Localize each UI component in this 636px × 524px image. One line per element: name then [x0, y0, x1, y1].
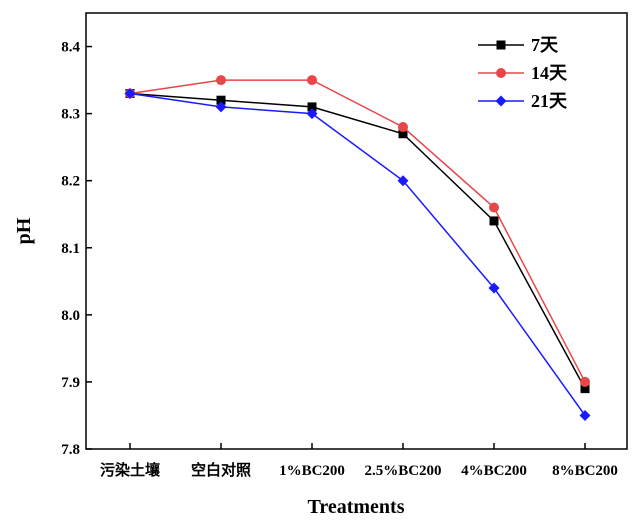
legend-item: 21天 — [478, 91, 568, 111]
data-point — [306, 108, 318, 120]
legend-marker — [495, 95, 507, 107]
data-point — [307, 102, 317, 112]
data-point — [216, 95, 226, 105]
data-point — [489, 202, 499, 213]
data-point — [397, 175, 409, 187]
legend-label: 21天 — [531, 91, 568, 111]
plot-frame — [85, 12, 628, 450]
series-1 — [125, 75, 590, 387]
data-point — [124, 87, 136, 99]
legend-label: 14天 — [531, 63, 568, 83]
data-point — [579, 409, 591, 421]
series-0 — [125, 88, 590, 394]
x-tick-label: 8%BC200 — [552, 463, 618, 479]
data-point — [216, 75, 226, 86]
legend-label: 7天 — [531, 35, 559, 55]
data-point — [215, 101, 227, 113]
y-axis-title: pH — [13, 217, 35, 244]
x-tick-label: 空白对照 — [191, 461, 251, 479]
x-axis-title: Treatments — [307, 496, 404, 518]
data-point — [398, 129, 408, 139]
legend-item: 7天 — [478, 35, 559, 55]
y-tick-label: 8.2 — [61, 174, 80, 190]
data-point — [580, 384, 590, 394]
series-line — [129, 92, 586, 416]
legend-marker — [496, 40, 506, 50]
x-tick-label: 4%BC200 — [461, 463, 527, 479]
legend: 7天 14天 21天 — [478, 35, 568, 111]
y-tick-label: 7.9 — [61, 375, 80, 391]
y-axis: 7.8 7.9 8.0 8.1 8.2 8.3 8.4 — [61, 40, 92, 458]
y-tick-label: 8.3 — [61, 107, 80, 123]
data-point — [488, 282, 500, 294]
y-tick-label: 8.1 — [61, 241, 80, 257]
y-tick-label: 8.0 — [61, 308, 80, 324]
data-point — [307, 75, 317, 86]
series-2 — [124, 87, 591, 421]
y-tick-label: 8.4 — [61, 40, 80, 56]
data-point — [489, 216, 499, 226]
x-tick-label: 污染土壤 — [100, 461, 161, 479]
series-line — [129, 92, 586, 389]
legend-marker — [496, 68, 506, 78]
data-point — [580, 376, 590, 387]
x-tick-label: 1%BC200 — [279, 463, 345, 479]
x-tick-label: 2.5%BC200 — [364, 463, 441, 479]
series-line — [129, 79, 586, 383]
x-axis: 污染土壤 空白对照 1%BC200 2.5%BC200 4%BC200 8%BC200 — [100, 443, 618, 479]
series-layer — [124, 75, 591, 421]
y-tick-label: 7.8 — [61, 442, 80, 458]
data-point — [398, 122, 408, 133]
legend-item: 14天 — [478, 63, 568, 83]
